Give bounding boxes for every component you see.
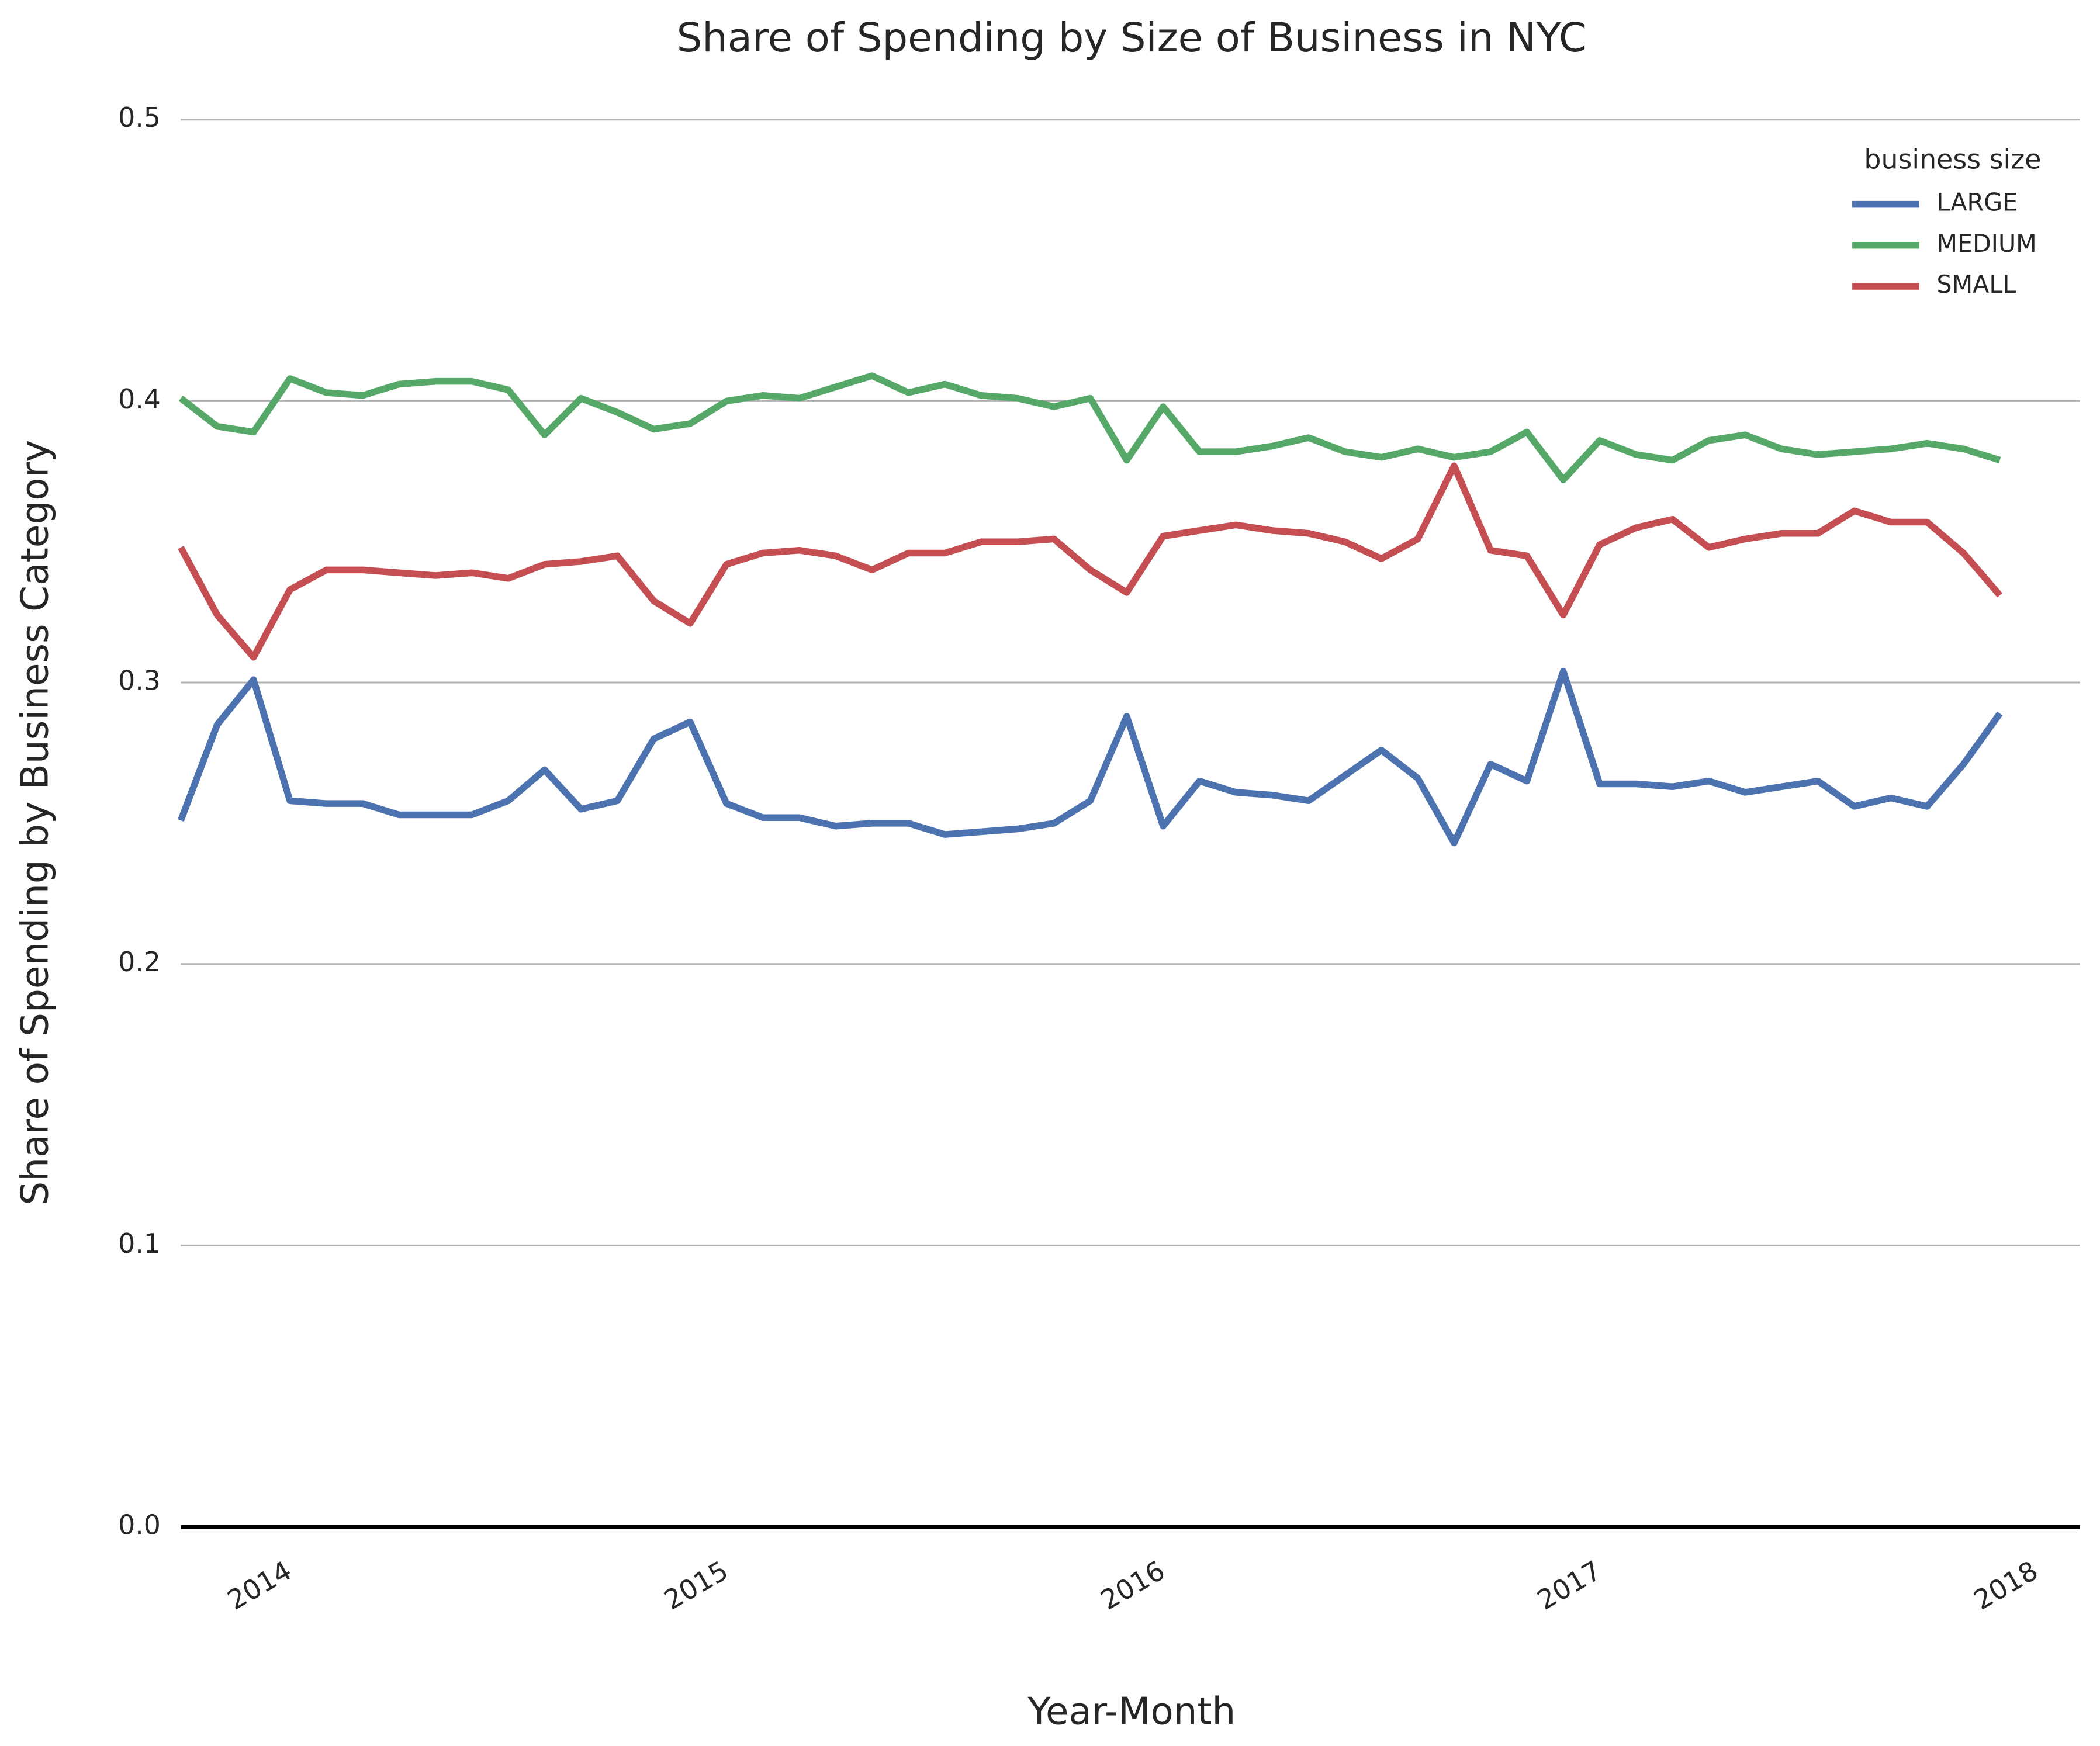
series-line: [178, 462, 2003, 661]
x-tick-label: 2016: [1095, 1554, 1170, 1616]
x-tick-label: 2018: [1968, 1554, 2043, 1616]
legend-label: LARGE: [1936, 189, 2018, 217]
series-line: [177, 668, 2003, 847]
y-tick-label: 0.3: [118, 664, 161, 696]
legend-label: SMALL: [1936, 271, 2016, 299]
chart-title: Share of Spending by Size of Business in…: [677, 15, 1587, 61]
series-line: [178, 372, 2001, 484]
x-tick-label: 2014: [222, 1554, 297, 1616]
legend-title: business size: [1864, 143, 2041, 175]
y-tick-label: 0.2: [118, 946, 161, 978]
legend-label: MEDIUM: [1936, 230, 2036, 258]
y-tick-label: 0.4: [118, 383, 161, 415]
y-tick-label: 0.5: [118, 102, 161, 133]
x-tick-label: 2017: [1532, 1554, 1607, 1616]
y-axis-label: Share of Spending by Business Category: [13, 440, 57, 1205]
x-tick-label: 2015: [659, 1554, 734, 1616]
y-tick-label: 0.0: [118, 1509, 161, 1541]
x-axis-label: Year-Month: [1027, 1689, 1236, 1733]
y-tick-label: 0.1: [118, 1228, 161, 1259]
